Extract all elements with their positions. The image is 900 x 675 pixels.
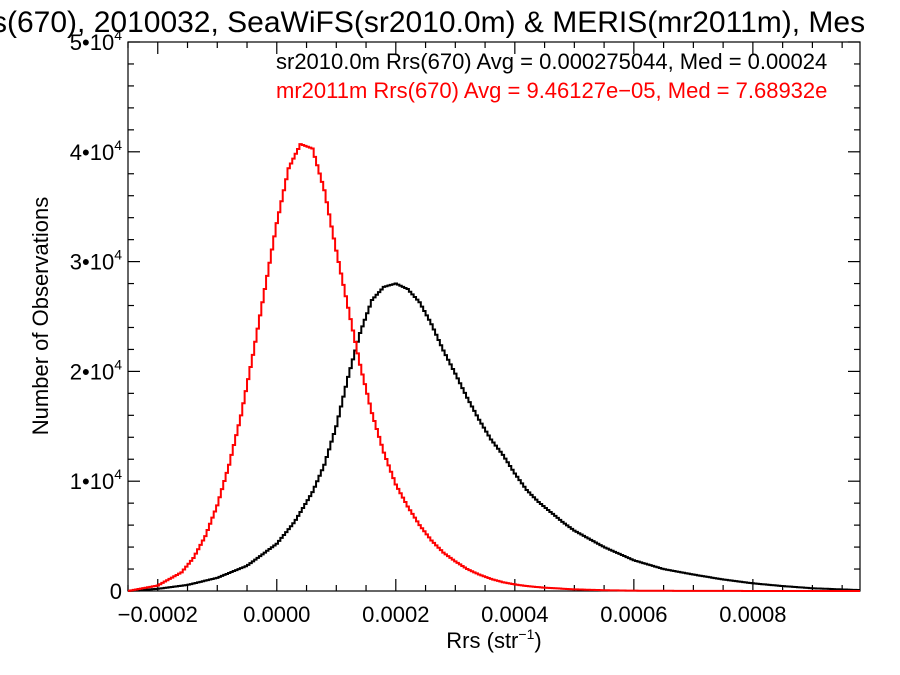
y-tick-label: 5•104 [70, 27, 122, 55]
y-tick-label: 1•104 [70, 466, 122, 494]
plot-frame [127, 41, 861, 592]
y-axis-ticks [128, 41, 860, 592]
x-axis-label: Rrs (str−1) [446, 626, 541, 653]
legend-entry-sr2010: sr2010.0m Rrs(670) Avg = 0.000275044, Me… [276, 49, 827, 74]
x-tick-label: 0.0004 [481, 602, 548, 627]
x-tick-label: −0.0002 [118, 602, 198, 627]
y-axis-label: Number of Observations [28, 197, 53, 435]
x-tick-label: 0.0006 [600, 602, 667, 627]
y-axis-tick-labels: 0 1•104 2•104 3•104 4•104 5•104 [70, 27, 122, 604]
legend-entry-mr2011: mr2011m Rrs(670) Avg = 9.46127e−05, Med … [276, 78, 827, 103]
series-line-sr2010.0m [128, 282, 860, 592]
y-tick-label: 0 [110, 579, 122, 604]
x-tick-label: 0.0002 [362, 602, 429, 627]
y-tick-label: 3•104 [70, 247, 122, 275]
series-line-mr2011m [128, 143, 860, 592]
x-axis-ticks [127, 42, 843, 591]
x-tick-label: 0.0008 [719, 602, 786, 627]
chart-title: s(670), 2010032, SeaWiFS(sr2010.0m) & ME… [0, 6, 865, 39]
x-tick-label: 0.0000 [243, 602, 310, 627]
x-axis-tick-labels: −0.0002 0.0000 0.0002 0.0004 0.0006 0.0008 [118, 602, 787, 627]
y-tick-label: 4•104 [70, 137, 122, 165]
series-layer [128, 143, 860, 592]
y-tick-label: 2•104 [70, 356, 122, 384]
